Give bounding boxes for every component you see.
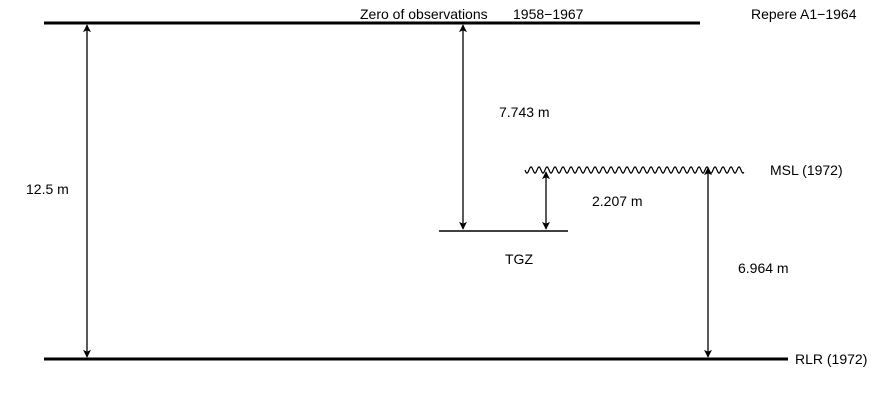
rlr-label: RLR (1972) bbox=[795, 351, 867, 367]
repere-label: Repere A1−1964 bbox=[751, 6, 857, 22]
msl-to-rlr-value: 6.964 m bbox=[738, 260, 789, 276]
observation-years-label: 1958−1967 bbox=[513, 6, 584, 22]
zero-of-observations-label: Zero of observations bbox=[360, 6, 488, 22]
zero-to-tgz-value: 7.743 m bbox=[499, 104, 550, 120]
msl-wave-line bbox=[524, 165, 745, 175]
tgz-label: TGZ bbox=[505, 251, 533, 267]
tgz-to-msl-value: 2.207 m bbox=[592, 193, 643, 209]
msl-label: MSL (1972) bbox=[770, 162, 843, 178]
zero-to-rlr-value: 12.5 m bbox=[26, 181, 69, 197]
